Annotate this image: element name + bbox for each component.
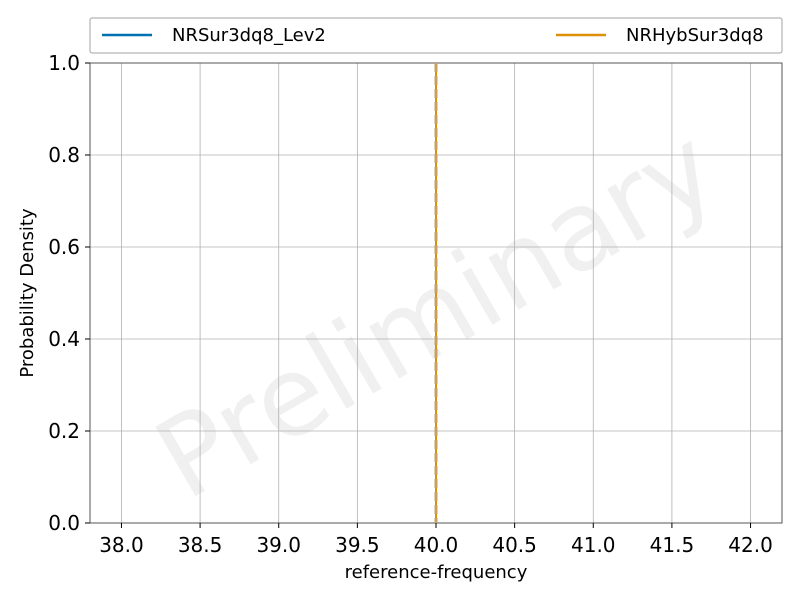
y-tick-label: 0.6 [48, 235, 80, 259]
x-tick-label: 38.0 [99, 533, 144, 557]
x-tick-label: 39.5 [335, 533, 380, 557]
x-axis-ticks: 38.0 38.5 39.0 39.5 40.0 40.5 41.0 41.5 42.0 [99, 523, 773, 557]
x-tick-label: 42.0 [728, 533, 773, 557]
y-tick-label: 0.4 [48, 327, 80, 351]
legend-label-nrhybsur3dq8: NRHybSur3dq8 [626, 25, 764, 46]
legend: NRSur3dq8_Lev2 NRHybSur3dq8 [89, 17, 783, 54]
y-tick-label: 1.0 [48, 51, 80, 75]
legend-box [89, 17, 783, 54]
y-axis-label: Probability Density [17, 208, 38, 378]
x-tick-label: 41.0 [571, 533, 616, 557]
x-tick-label: 39.0 [256, 533, 301, 557]
x-tick-label: 40.5 [492, 533, 537, 557]
x-axis-label: reference-frequency [345, 562, 528, 583]
y-tick-label: 0.0 [48, 511, 80, 535]
legend-label-nrsur3dq8-lev2: NRSur3dq8_Lev2 [172, 25, 326, 46]
y-tick-label: 0.2 [48, 419, 80, 443]
x-tick-label: 40.0 [414, 533, 459, 557]
y-tick-label: 0.8 [48, 143, 80, 167]
x-tick-label: 38.5 [178, 533, 223, 557]
y-axis-ticks: 0.0 0.2 0.4 0.6 0.8 1.0 [48, 51, 90, 535]
x-tick-label: 41.5 [650, 533, 695, 557]
